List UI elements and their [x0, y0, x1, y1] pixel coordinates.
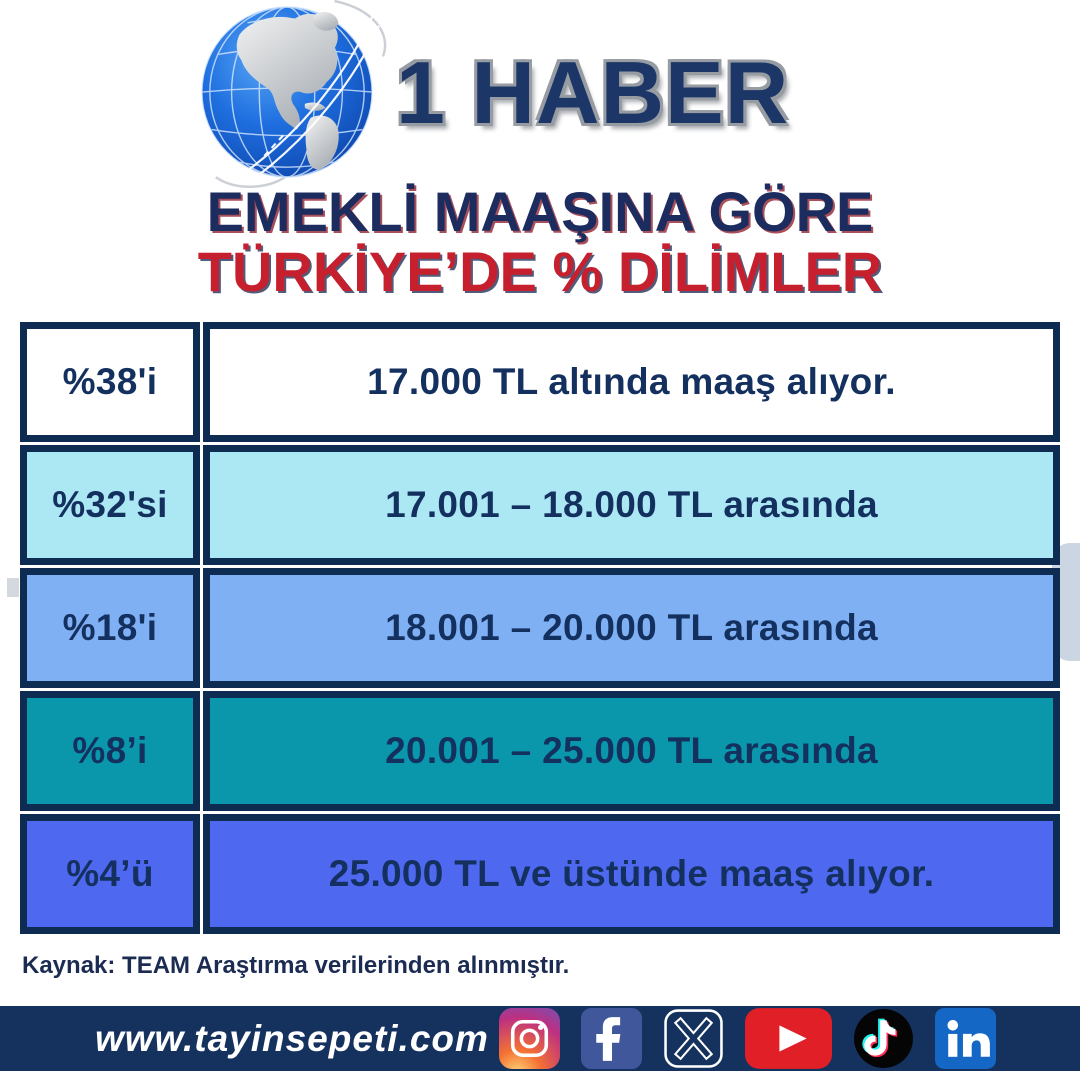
footer-bar: www.tayinsepeti.com — [0, 1006, 1080, 1071]
social-icons — [499, 1008, 996, 1069]
percent-cell: %8’i — [20, 691, 200, 811]
facebook-icon[interactable] — [581, 1008, 642, 1069]
x-twitter-icon[interactable] — [663, 1008, 724, 1069]
headline-line2: TÜRKİYE’DE % DİLİMLER — [197, 240, 883, 303]
headline: EMEKLİ MAAŞINA GÖRE TÜRKİYE’DE % DİLİMLE… — [0, 182, 1080, 302]
range-cell: 17.000 TL altında maaş alıyor. — [203, 322, 1060, 442]
table-row: %8’i 20.001 – 25.000 TL arasında — [20, 691, 1060, 811]
background-shape-left — [7, 578, 19, 597]
logo-bar: 1 HABER — [188, 0, 790, 188]
table-row: %18'i 18.001 – 20.000 TL arasında — [20, 568, 1060, 688]
headline-line1: EMEKLİ MAAŞINA GÖRE — [206, 180, 874, 243]
globe-icon — [188, 0, 387, 188]
range-cell: 17.001 – 18.000 TL arasında — [203, 445, 1060, 565]
percent-cell: %18'i — [20, 568, 200, 688]
instagram-icon[interactable] — [499, 1008, 560, 1069]
range-cell: 25.000 TL ve üstünde maaş alıyor. — [203, 814, 1060, 934]
table-row: %32'si 17.001 – 18.000 TL arasında — [20, 445, 1060, 565]
percent-cell: %38'i — [20, 322, 200, 442]
table-row: %38'i 17.000 TL altında maaş alıyor. — [20, 322, 1060, 442]
tiktok-icon[interactable] — [853, 1008, 914, 1069]
linkedin-icon[interactable] — [935, 1008, 996, 1069]
source-note: Kaynak: TEAM Araştırma verilerinden alın… — [22, 952, 570, 979]
youtube-icon[interactable] — [745, 1008, 832, 1069]
range-cell: 20.001 – 25.000 TL arasında — [203, 691, 1060, 811]
percent-table: %38'i 17.000 TL altında maaş alıyor. %32… — [20, 322, 1060, 934]
percent-cell: %4’ü — [20, 814, 200, 934]
website-link[interactable]: www.tayinsepeti.com — [95, 1017, 489, 1059]
percent-cell: %32'si — [20, 445, 200, 565]
brand-name: 1 HABER — [396, 43, 790, 142]
range-cell: 18.001 – 20.000 TL arasında — [203, 568, 1060, 688]
table-row: %4’ü 25.000 TL ve üstünde maaş alıyor. — [20, 814, 1060, 934]
